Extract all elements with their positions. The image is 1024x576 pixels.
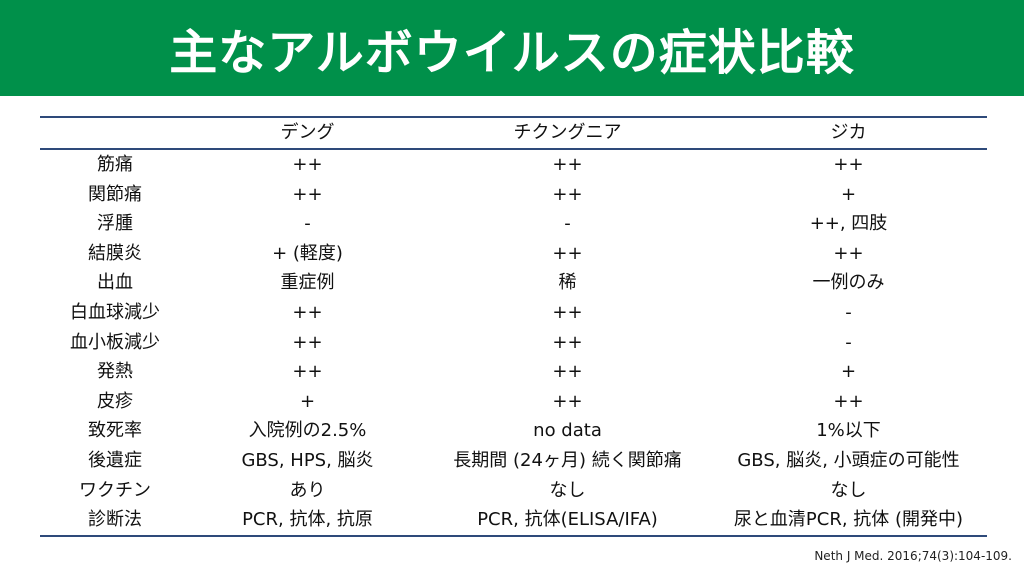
dengue-cell: ++ [292,361,323,383]
dengue-cell: ++ [292,331,323,353]
zika-cell: GBS, 脳炎, 小頭症の可能性 [737,449,960,471]
citation: Neth J Med. 2016;74(3):104-109. [814,549,1012,563]
chikungunya-cell: 稀 [558,272,577,294]
slide-title: 主なアルボウイルスの症状比較 [169,25,855,81]
row-label: 皮疹 [97,390,133,412]
row-label: 発熱 [97,361,133,383]
chikungunya-cell: 長期間 (24ヶ月) 続く関節痛 [453,449,682,471]
chikungunya-cell: なし [549,479,586,501]
table-row: 後遺症 GBS, HPS, 脳炎 長期間 (24ヶ月) 続く関節痛 GBS, 脳炎, … [40,446,987,476]
zika-cell: ++, 四肢 [809,213,888,235]
dengue-cell: GBS, HPS, 脳炎 [241,449,374,471]
row-label: 関節痛 [88,183,142,205]
column-header-chikungunya: チクングニア [513,122,622,143]
zika-cell: なし [830,479,867,501]
row-label: 出血 [97,272,133,294]
dengue-cell: + (軽度) [272,242,343,264]
title-banner: 主なアルボウイルスの症状比較 [0,0,1024,96]
chikungunya-cell: ++ [552,301,583,323]
column-header-dengue: デング [280,122,335,143]
table-row: 筋痛 ++ ++ ++ [40,149,987,180]
row-label: 浮腫 [97,213,133,235]
dengue-cell: 重症例 [280,272,335,294]
table-row: 診断法 PCR, 抗体, 抗原 PCR, 抗体(ELISA/IFA) 尿と血清PCR,… [40,505,987,536]
row-label: 後遺症 [88,449,142,471]
zika-cell: - [845,301,852,323]
chikungunya-cell: ++ [552,154,583,175]
zika-cell: 一例のみ [812,272,885,294]
table-body: 筋痛 ++ ++ ++ 関節痛 ++ ++ + 浮腫 - - ++, 四肢 結膜炎 + (軽度) ++ ++ 出… [40,149,987,536]
chikungunya-cell: ++ [552,390,583,412]
table-row: 白血球減少 ++ ++ - [40,298,987,328]
chikungunya-cell: ++ [552,331,583,353]
table-row: 結膜炎 + (軽度) ++ ++ [40,239,987,269]
dengue-cell: PCR, 抗体, 抗原 [242,509,373,531]
chikungunya-cell: PCR, 抗体(ELISA/IFA) [477,509,658,531]
table-row: 発熱 ++ ++ + [40,357,987,387]
table-header-row: デング チクングニア ジカ [40,117,987,149]
column-header-blank [40,117,190,149]
zika-cell: ++ [833,242,864,264]
table-row: 皮疹 + ++ ++ [40,387,987,417]
zika-cell: + [840,183,857,205]
row-label: 結膜炎 [88,242,142,264]
dengue-cell: ++ [292,301,323,323]
chikungunya-cell: ++ [552,361,583,383]
dengue-cell: 入院例の2.5% [248,420,367,442]
row-label: 白血球減少 [70,301,160,323]
dengue-cell: ++ [292,154,323,175]
chikungunya-cell: ++ [552,242,583,264]
dengue-cell: - [304,213,311,235]
column-header-zika: ジカ [830,122,867,143]
table-row: 出血 重症例 稀 一例のみ [40,268,987,298]
zika-cell: ++ [833,390,864,412]
row-label: 致死率 [88,420,142,442]
zika-cell: - [845,331,852,353]
zika-cell: 1%以下 [816,420,881,442]
row-label: ワクチン [79,479,151,501]
zika-cell: + [840,361,857,383]
table-row: ワクチン あり なし なし [40,476,987,506]
row-label: 筋痛 [97,154,133,175]
table-row: 関節痛 ++ ++ + [40,180,987,210]
zika-cell: 尿と血清PCR, 抗体 (開発中) [733,509,964,531]
table-row: 浮腫 - - ++, 四肢 [40,209,987,239]
table-row: 致死率 入院例の2.5% no data 1%以下 [40,416,987,446]
comparison-table: デング チクングニア ジカ 筋痛 ++ ++ ++ 関節痛 ++ ++ + 浮腫 - - ++, 四肢… [40,116,987,537]
table-row: 血小板減少 ++ ++ - [40,328,987,358]
dengue-cell: + [299,390,316,412]
row-label: 血小板減少 [70,331,160,353]
chikungunya-cell: - [564,213,571,235]
chikungunya-cell: ++ [552,183,583,205]
dengue-cell: ++ [292,183,323,205]
chikungunya-cell: no data [533,420,602,442]
zika-cell: ++ [833,154,864,175]
dengue-cell: あり [289,479,326,501]
row-label: 診断法 [88,509,142,531]
